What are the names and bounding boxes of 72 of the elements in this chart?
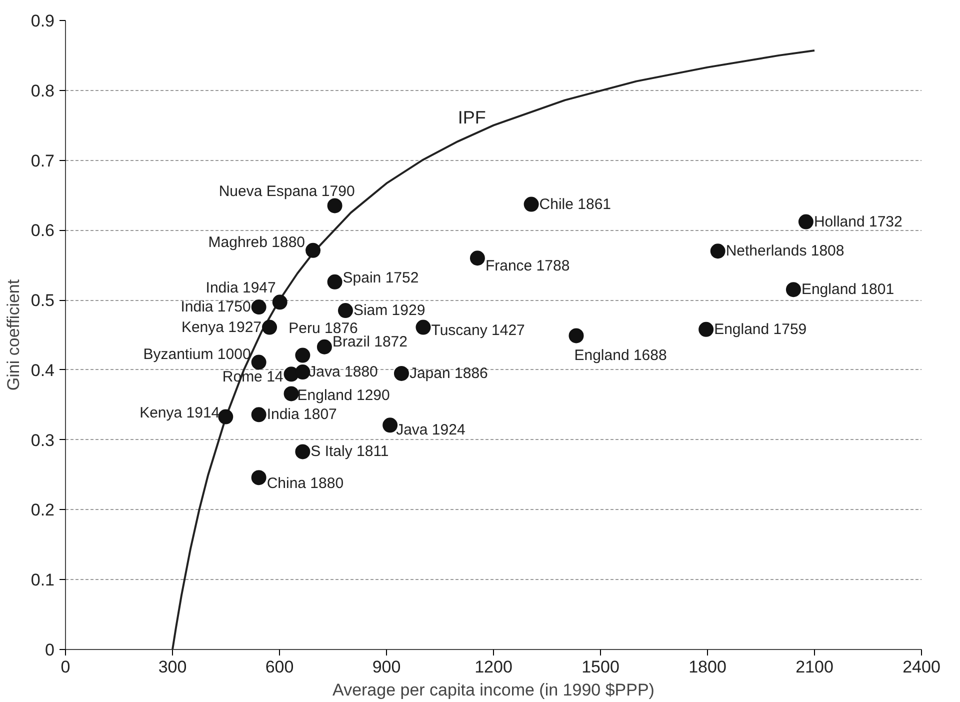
point: [262, 320, 278, 335]
data-label: Tuscany 1427: [431, 322, 525, 339]
point: [272, 294, 288, 310]
y-tick-label: 0.1: [30, 570, 55, 590]
point: [251, 470, 266, 486]
point: [295, 444, 310, 460]
point: [251, 354, 266, 370]
data-label: Netherlands 1808: [726, 242, 844, 260]
point: [798, 214, 814, 230]
point: [306, 242, 321, 258]
x-tick-label: 2400: [902, 658, 940, 676]
data-label: India 1947: [206, 280, 276, 297]
point: [251, 300, 266, 315]
point: [786, 282, 801, 298]
data-label: England 1290: [297, 387, 390, 404]
data-label: Spain 1752: [342, 269, 419, 286]
data-label: Kenya 1927: [181, 318, 262, 336]
data-label: S Italy 1811: [310, 443, 389, 460]
data-label: France 1788: [485, 258, 570, 275]
point: [698, 322, 714, 337]
x-tick-label: 0: [60, 658, 70, 676]
data-label: Nueva Espana 1790: [218, 183, 355, 200]
y-tick-label: 0.8: [30, 81, 55, 100]
point: [394, 366, 409, 381]
x-tick-label: 2100: [796, 658, 834, 676]
y-axis-title: Gini coefficient: [4, 279, 23, 391]
y-tick-label: 0.9: [30, 12, 55, 30]
point: [416, 320, 431, 335]
data-label: England 1759: [714, 320, 807, 338]
x-axis-title: Average per capita income (in 1990 $PPP): [332, 680, 654, 700]
data-label: India 1807: [266, 406, 337, 424]
data-label: Java 1924: [396, 422, 466, 439]
point: [327, 274, 342, 290]
y-tick-label: 0.6: [30, 221, 55, 240]
point: [218, 409, 234, 424]
point: [295, 364, 310, 380]
x-tick-label: 1500: [582, 658, 620, 676]
data-label: Maghreb 1880: [208, 234, 306, 251]
point: [470, 250, 485, 266]
x-tick-label: 1800: [688, 658, 726, 676]
point: [710, 244, 726, 259]
y-tick-label: 0: [45, 640, 55, 660]
point: [524, 196, 539, 212]
point: [327, 198, 342, 214]
data-label: India 1750: [180, 298, 251, 316]
data-label: England 1801: [801, 281, 894, 298]
y-tick-label: 0.7: [30, 151, 55, 170]
y-tick-label: 0.3: [30, 430, 55, 450]
point: [295, 348, 310, 363]
data-label: England 1688: [574, 347, 667, 364]
x-tick-label: 300: [158, 658, 187, 676]
x-tick-label: 1200: [474, 658, 512, 676]
point: [382, 418, 398, 433]
data-label: Siam 1929: [353, 302, 426, 320]
x-tick-label: 600: [265, 658, 294, 676]
y-tick-label: 0.4: [30, 360, 55, 380]
point: [316, 339, 332, 354]
point: [568, 328, 584, 344]
data-label: Chile 1861: [539, 196, 612, 213]
data-label: Byzantium 1000: [143, 346, 251, 363]
x-tick-label: 900: [372, 658, 401, 676]
data-label: Kenya 1914: [140, 404, 220, 422]
data-label: Holland 1732: [814, 213, 902, 230]
series-label: IPF: [458, 107, 486, 128]
data-label: Java 1880: [308, 364, 378, 381]
point: [251, 407, 266, 422]
point: [284, 386, 299, 402]
data-label: Japan 1886: [409, 364, 488, 382]
y-tick-label: 0.5: [30, 291, 55, 310]
point: [338, 303, 353, 318]
data-label: China 1880: [266, 475, 344, 492]
y-tick-label: 0.2: [30, 500, 55, 520]
